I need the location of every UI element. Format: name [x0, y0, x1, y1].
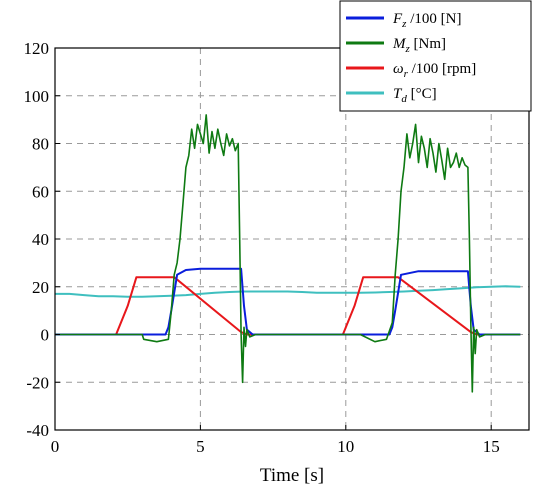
series-lines [55, 114, 521, 393]
x-tick-label: 15 [483, 437, 500, 456]
y-tick-label: 80 [32, 135, 49, 154]
x-tick-label: 0 [51, 437, 60, 456]
y-tick-label: -20 [26, 373, 49, 392]
y-tick-label: 120 [24, 39, 50, 58]
x-tick-label: 5 [196, 437, 205, 456]
legend-label: Td [°C] [393, 86, 437, 105]
series-line-1 [55, 114, 521, 393]
legend-label: Mz [Nm] [392, 36, 446, 55]
y-tick-label: 40 [32, 230, 49, 249]
x-axis-title: Time [s] [260, 465, 324, 486]
y-tick-label: -40 [26, 421, 49, 440]
y-tick-label: 20 [32, 278, 49, 297]
x-tick-label: 10 [337, 437, 354, 456]
legend-label: Fz /100 [N] [392, 11, 461, 30]
legend: Fz /100 [N] Mz [Nm] ωr /100 [rpm] Td [°C] [339, 0, 532, 112]
legend-label: ωr /100 [rpm] [393, 61, 476, 80]
y-tick-label: 0 [41, 326, 50, 345]
axis-ticks: -40 -20 0 20 40 60 80 100 120 0 5 10 15 [24, 39, 500, 456]
y-tick-label: 60 [32, 182, 49, 201]
series-line-3 [55, 285, 521, 298]
y-tick-label: 100 [24, 87, 50, 106]
